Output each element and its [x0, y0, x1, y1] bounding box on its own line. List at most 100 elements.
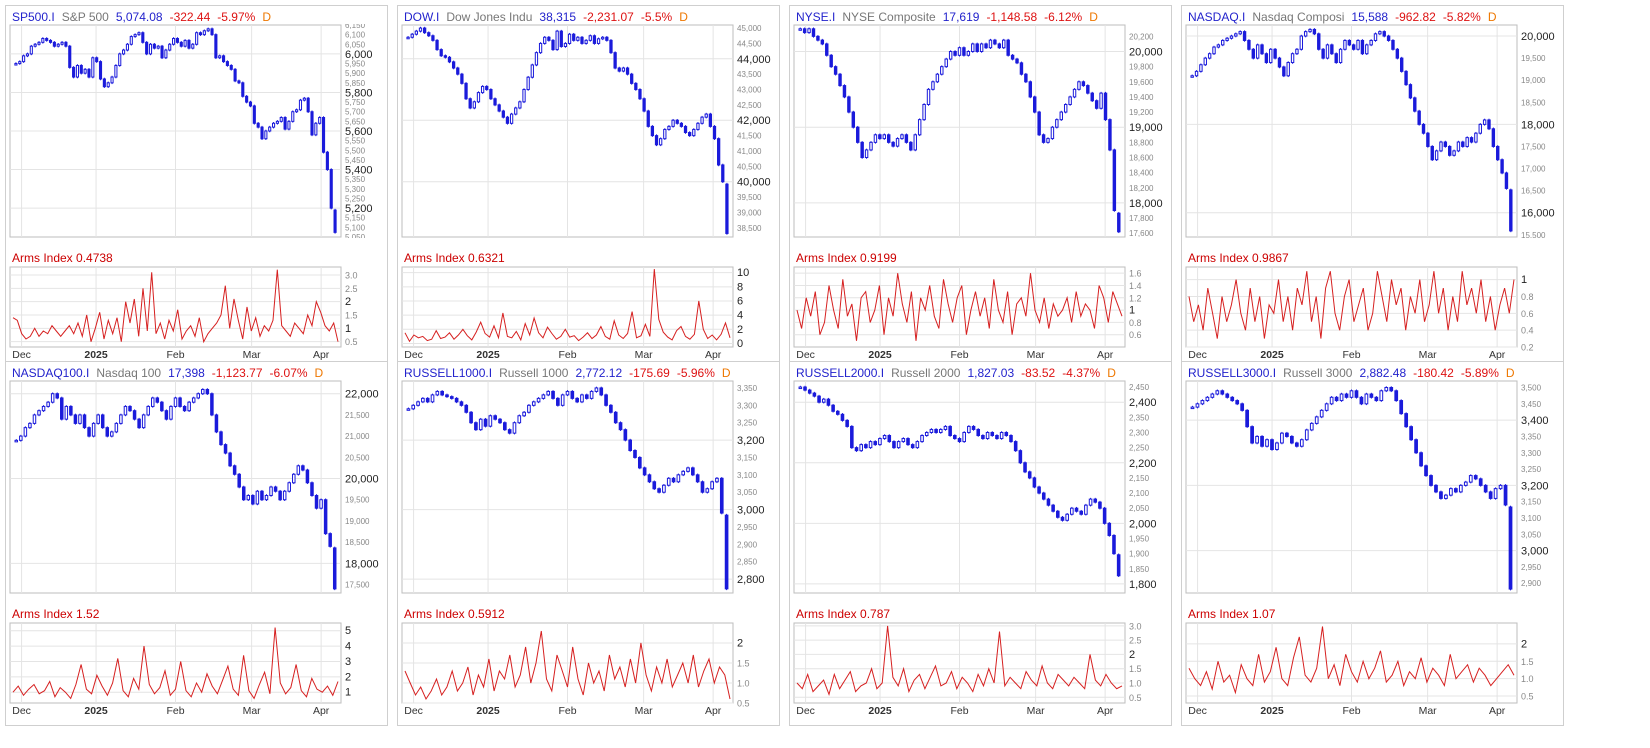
- y-tick-minor: 5,950: [345, 60, 366, 69]
- candle: [527, 404, 531, 414]
- candle: [287, 120, 291, 131]
- candle: [264, 494, 269, 501]
- arms-y-tick: 0: [737, 338, 743, 350]
- arms-y-tick: 6: [737, 295, 743, 307]
- y-tick-minor: 21,500: [345, 411, 370, 420]
- chart-panel-nasdaq-i[interactable]: NASDAQ.I Nasdaq Composi 15,588 -962.82 -5.82…: [1181, 5, 1564, 370]
- x-axis-label: Mar: [1027, 705, 1046, 717]
- symbol-label[interactable]: SP500.I: [12, 10, 55, 24]
- candle: [155, 396, 160, 404]
- y-tick-minor: 5,100: [345, 223, 366, 232]
- arms-index-chart[interactable]: 3.0 2.5 2 1.5 1.0 0.5 Dec 2025 Feb Mar Apr: [790, 622, 1171, 722]
- candle: [847, 95, 851, 114]
- chart-panel-russell2000-i[interactable]: RUSSELL2000.I Russell 2000 1,827.03 -83.52-…: [789, 361, 1172, 726]
- arms-index-chart[interactable]: 1 0.8 0.6 0.4 0.2 Dec 2025 Feb Mar Apr: [1182, 266, 1563, 366]
- symbol-label[interactable]: RUSSELL2000.I: [796, 366, 885, 380]
- candle: [962, 46, 966, 57]
- price-chart[interactable]: 20,000 18,000 16,000 19,500 19,000 18,500 17,5…: [1182, 24, 1563, 238]
- period-label[interactable]: D: [1089, 10, 1098, 24]
- price-chart[interactable]: 44,000 42,000 40,000 45,000 44,500 43,500 43,0…: [398, 24, 779, 238]
- period-label[interactable]: D: [1505, 366, 1515, 380]
- price-chart[interactable]: 3,200 3,000 2,800 3,350 3,300 3,250 3,150 3,100…: [398, 380, 779, 594]
- name-label: Nasdaq 100: [96, 366, 162, 380]
- price-chart[interactable]: 6,000 5,800 5,600 5,400 5,200 6,1506,1006,050…: [6, 24, 387, 238]
- candle: [1465, 136, 1469, 148]
- price-chart[interactable]: 3,400 3,200 3,000 3,500 3,450 3,350 3,300 3,250…: [1182, 380, 1563, 594]
- candle: [1250, 425, 1254, 445]
- candle: [601, 36, 605, 41]
- candle: [1379, 389, 1384, 402]
- candle: [1389, 386, 1394, 393]
- chart-panel-nyse-i[interactable]: NYSE.I NYSE Composite 17,619 -1,148.58 -6.12…: [789, 5, 1172, 370]
- candle: [605, 36, 609, 42]
- symbol-label[interactable]: DOW.I: [404, 10, 440, 24]
- chart-panel-russell1000-i[interactable]: RUSSELL1000.I Russell 1000 2,772.12 -175.69…: [397, 361, 780, 726]
- symbol-label[interactable]: NASDAQ100.I: [12, 366, 90, 380]
- candle: [505, 115, 510, 125]
- arms-y-tick: 1: [345, 323, 351, 335]
- candle: [1312, 28, 1317, 36]
- candle: [1319, 409, 1324, 419]
- period-label[interactable]: D: [679, 10, 688, 24]
- candle: [172, 37, 176, 46]
- arms-y-tick: 1: [1129, 305, 1135, 317]
- arms-y-tick: 0.5: [737, 699, 750, 709]
- candle: [1414, 438, 1418, 455]
- chart-panel-nasdaq100-i[interactable]: NASDAQ100.I Nasdaq 100 17,398 -1,123.77 -6.0…: [5, 361, 388, 726]
- y-tick-minor: 5,250: [345, 194, 366, 203]
- period-label[interactable]: D: [314, 366, 324, 380]
- candle: [1290, 52, 1295, 64]
- candle: [132, 409, 137, 421]
- candle: [1027, 470, 1032, 480]
- candle: [95, 56, 99, 63]
- symbol-label[interactable]: NASDAQ.I: [1188, 10, 1246, 24]
- candle: [282, 489, 287, 501]
- candle: [1215, 389, 1220, 396]
- arms-index-chart[interactable]: 1.6 1.4 1.2 10.8 0.6 Dec 2025 Feb Mar Apr: [790, 266, 1171, 366]
- candle: [1051, 503, 1055, 513]
- candle: [1386, 34, 1391, 42]
- arms-index-chart[interactable]: 5 4 3 2 1 Dec 2025 Feb Mar Apr: [6, 622, 387, 722]
- candle: [657, 487, 661, 494]
- y-tick-minor: 5,350: [345, 175, 366, 184]
- arms-index-title: Arms Index: [796, 251, 857, 265]
- arms-y-tick: 1.5: [1521, 657, 1534, 667]
- period-label[interactable]: D: [1487, 10, 1497, 24]
- price-chart[interactable]: 20,000 19,000 18,000 20,200 19,800 19,600 19,4…: [790, 24, 1171, 238]
- candle: [1065, 512, 1069, 522]
- y-tick-minor: 3,050: [737, 488, 758, 497]
- y-tick-minor: 3,150: [1521, 498, 1542, 507]
- y-tick-major: 5,400: [345, 165, 373, 177]
- arms-index-chart[interactable]: 10 8 6 4 2 0 Dec 2025 Feb Mar Apr: [398, 266, 779, 366]
- period-label[interactable]: D: [1107, 366, 1116, 380]
- arms-index-chart[interactable]: 3.0 2.5 2 1.5 1 0.5 Dec 2025 Feb Mar Apr: [6, 266, 387, 366]
- candle: [75, 64, 80, 79]
- price-chart[interactable]: 22,000 20,000 18,000 21,500 21,000 20,500 19,5…: [6, 380, 387, 594]
- chart-panel-sp500-i[interactable]: SP500.I S&P 500 5,074.08 -322.44 -5.97% D 6,00…: [5, 5, 388, 370]
- chart-panel-russell3000-i[interactable]: RUSSELL3000.I Russell 3000 2,882.48 -180.42…: [1181, 361, 1564, 726]
- candle: [926, 88, 931, 106]
- x-axis-label: Mar: [1419, 705, 1438, 717]
- candle: [114, 64, 118, 79]
- y-tick-minor: 18,500: [1521, 98, 1546, 107]
- candle: [895, 137, 900, 148]
- candle: [187, 400, 191, 412]
- period-label[interactable]: D: [721, 366, 731, 380]
- candle: [1458, 484, 1463, 494]
- arms-index-chart[interactable]: 2 1.5 1.0 0.5 Dec 2025 Feb Mar Apr: [398, 622, 779, 722]
- candle: [1421, 123, 1426, 135]
- candle: [1264, 52, 1269, 64]
- candle: [719, 477, 724, 515]
- candle: [87, 426, 91, 438]
- candle: [988, 38, 993, 49]
- price-chart[interactable]: 2,400 2,200 2,000 1,800 2,450 2,350 2,300 2,250…: [790, 380, 1171, 594]
- symbol-label[interactable]: RUSSELL3000.I: [1188, 366, 1277, 380]
- y-tick-minor: 2,300: [1129, 428, 1150, 437]
- candle: [128, 405, 132, 412]
- arms-index-chart[interactable]: 2 1.5 1.0 0.5 Dec 2025 Feb Mar Apr: [1182, 622, 1563, 722]
- arms-y-tick: 3: [345, 656, 351, 668]
- period-label[interactable]: D: [262, 10, 271, 24]
- chart-panel-dow-i[interactable]: DOW.I Dow Jones Indu 38,315 -2,231.07 -5.5% D…: [397, 5, 780, 370]
- symbol-label[interactable]: RUSSELL1000.I: [404, 366, 493, 380]
- symbol-label[interactable]: NYSE.I: [796, 10, 836, 24]
